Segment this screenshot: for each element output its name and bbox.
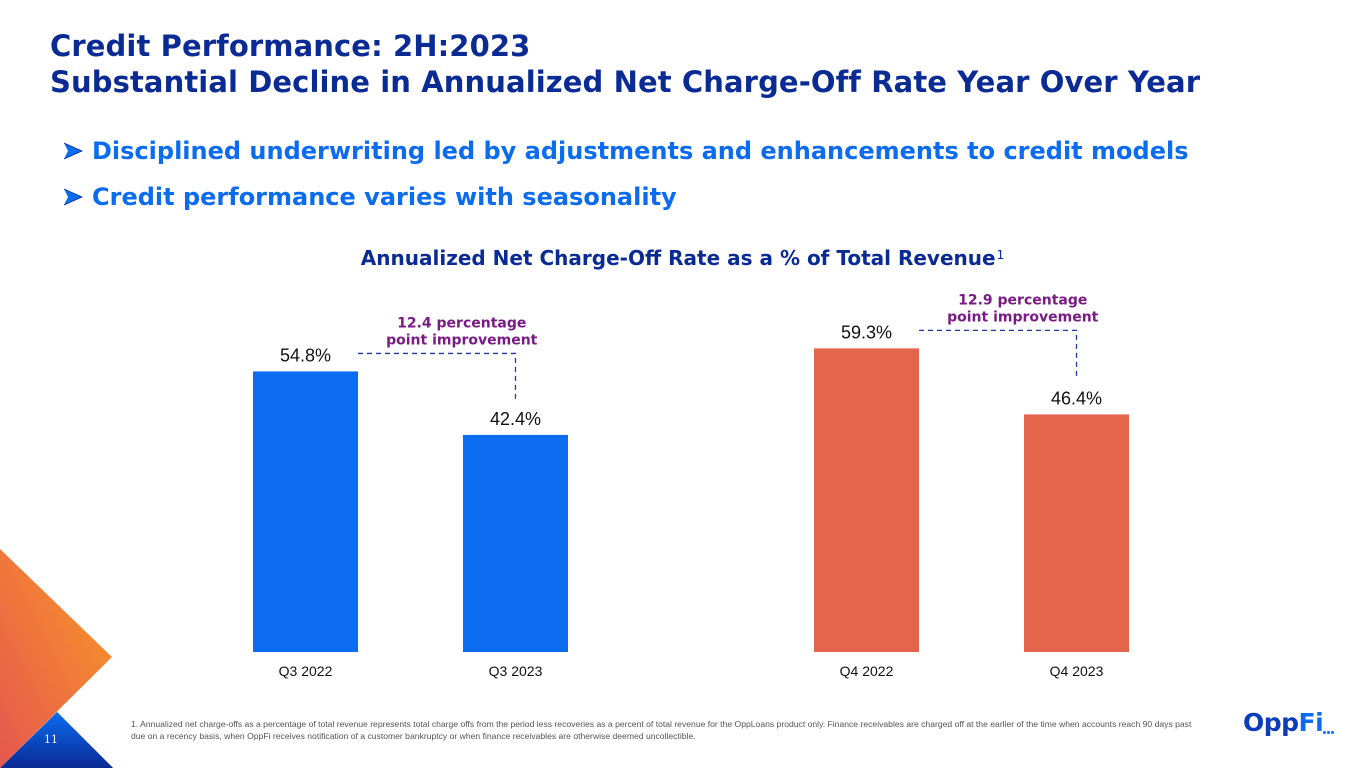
bullet-item: Disciplined underwriting led by adjustme… — [62, 128, 1188, 174]
chart-title-text: Annualized Net Charge-Off Rate as a % of… — [360, 246, 996, 270]
improvement-connector-line — [919, 329, 1078, 379]
arrowhead-bullet-icon — [63, 188, 83, 206]
bullet-text: Disciplined underwriting led by adjustme… — [92, 137, 1189, 165]
bar-q3-2023 — [463, 434, 568, 652]
data-label: 46.4% — [1051, 388, 1102, 408]
arrowhead-bullet-icon — [63, 142, 83, 160]
data-label: 42.4% — [490, 409, 541, 429]
category-label: Q4 2023 — [1050, 663, 1104, 679]
bullet-text: Credit performance varies with seasonali… — [92, 183, 677, 211]
chart-title: Annualized Net Charge-Off Rate as a % of… — [0, 246, 1365, 270]
category-label: Q4 2022 — [840, 663, 894, 679]
category-label: Q3 2023 — [489, 663, 543, 679]
improvement-annotation-line2: point improvement — [947, 309, 1099, 325]
blue-triangle-fill — [14, 712, 113, 768]
footnote: 1. Annualized net charge-offs as a perce… — [131, 719, 1192, 741]
improvement-annotation-line1: 12.4 percentage — [397, 315, 526, 331]
title-line-1: Credit Performance: 2H:2023 — [50, 29, 531, 63]
logo-text-main: Opp — [1243, 708, 1299, 737]
bullet-list: Disciplined underwriting led by adjustme… — [62, 128, 1188, 220]
orange-triangle-shape — [0, 549, 112, 768]
title-line-2: Substantial Decline in Annualized Net Ch… — [50, 65, 1201, 99]
logo-text-accent: Fi — [1298, 708, 1324, 737]
improvement-connector-line — [358, 352, 517, 399]
improvement-annotation-line1: 12.9 percentage — [958, 292, 1087, 308]
slide-title: Credit Performance: 2H:2023 Substantial … — [50, 28, 1200, 100]
oppfi-logo: OppFi — [1243, 708, 1335, 737]
category-label: Q3 2022 — [279, 663, 333, 679]
page-number: 11 — [44, 733, 58, 746]
bar-q4-2023 — [1024, 414, 1129, 652]
bullet-item: Credit performance varies with seasonali… — [62, 174, 1188, 220]
logo-dots-icon — [1323, 711, 1337, 734]
improvement-annotation-line2: point improvement — [386, 332, 538, 348]
bar-q3-2022 — [253, 371, 358, 652]
footnote-marker: 1 — [996, 248, 1005, 262]
data-label: 54.8% — [280, 345, 331, 365]
bar-q4-2022 — [814, 348, 919, 652]
data-label: 59.3% — [841, 322, 892, 342]
